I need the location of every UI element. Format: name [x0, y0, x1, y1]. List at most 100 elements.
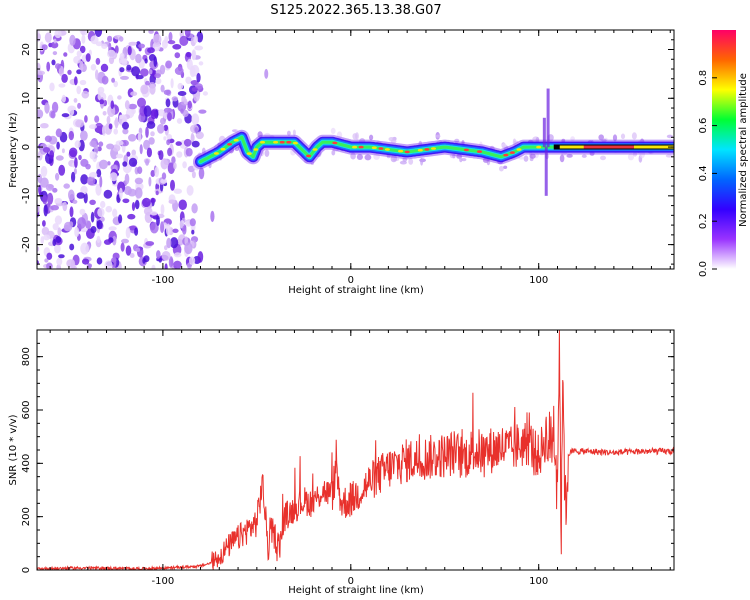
noise-blob: [69, 206, 74, 218]
noise-blob: [182, 109, 189, 118]
noise-blob: [184, 242, 193, 255]
noise-blob: [99, 159, 108, 170]
noise-blob: [37, 32, 41, 42]
noise-blob: [161, 39, 168, 49]
noise-blob: [119, 67, 125, 73]
noise-blob: [96, 257, 103, 265]
noise-blob: [62, 201, 68, 212]
noise-blob: [408, 158, 414, 165]
noise-blob: [90, 35, 99, 45]
noise-blob: [51, 59, 56, 66]
noise-blob: [124, 173, 130, 185]
noise-blob: [127, 188, 137, 197]
noise-blob: [58, 65, 65, 77]
noise-blob: [184, 30, 191, 38]
noise-blob: [107, 49, 116, 58]
snr-ticks: -100 0 100 0 200 400 600 800: [21, 329, 674, 587]
noise-blob: [145, 126, 149, 138]
y-tick-label: 0: [21, 144, 32, 150]
noise-blob: [208, 162, 212, 169]
noise-blob: [38, 184, 42, 195]
noise-blob: [145, 158, 150, 166]
noise-blob: [165, 223, 171, 236]
noise-blob: [46, 61, 51, 72]
noise-blob: [99, 176, 103, 188]
noise-blob: [167, 40, 176, 45]
noise-blob: [137, 166, 143, 174]
noise-blob: [350, 152, 356, 160]
noise-blob: [117, 181, 126, 194]
noise-blob: [113, 128, 118, 135]
noise-blob: [566, 154, 573, 158]
noise-blob: [518, 156, 525, 160]
noise-blob: [257, 131, 263, 138]
noise-blob: [167, 162, 175, 174]
noise-blob: [161, 172, 167, 180]
noise-blob: [41, 44, 48, 51]
noise-blob: [131, 202, 136, 211]
ridge-peak: [279, 140, 285, 144]
noise-blob: [512, 138, 517, 146]
noise-blob: [106, 143, 115, 150]
ridge-peak: [260, 140, 265, 144]
noise-blob: [98, 141, 104, 147]
noise-blob: [54, 243, 61, 254]
noise-blob: [143, 206, 153, 216]
noise-blob: [142, 197, 151, 208]
noise-blob: [50, 41, 59, 49]
ridge-peak: [312, 148, 318, 151]
noise-blob: [154, 73, 161, 79]
noise-blob: [43, 204, 48, 217]
noise-blob: [134, 227, 139, 236]
noise-blob: [150, 131, 155, 137]
noise-blob: [76, 50, 82, 58]
ridge-peak: [378, 147, 384, 150]
noise-blob: [69, 147, 78, 158]
noise-blob: [198, 167, 205, 180]
noise-blob: [627, 153, 635, 161]
noise-blob: [191, 140, 200, 148]
noise-blob: [97, 207, 105, 218]
noise-blob: [103, 189, 113, 199]
noise-blob: [86, 176, 96, 186]
noise-blob: [140, 84, 149, 95]
noise-blob: [89, 151, 96, 160]
noise-blob: [103, 239, 112, 245]
ridge-peak: [233, 138, 239, 142]
noise-blob: [42, 147, 51, 153]
noise-blob: [196, 31, 204, 43]
noise-blob: [187, 100, 192, 110]
noise-blob: [37, 173, 42, 184]
noise-blob: [42, 220, 46, 227]
noise-blob: [163, 136, 167, 141]
noise-blob: [201, 147, 206, 156]
noise-blob: [121, 58, 128, 66]
noise-blob: [69, 243, 75, 251]
noise-blob: [570, 136, 575, 141]
noise-blob: [177, 82, 184, 90]
noise-blob: [75, 119, 85, 128]
noise-blob: [148, 69, 153, 75]
noise-blob: [97, 86, 105, 94]
ridge-peak: [227, 143, 233, 146]
noise-blob: [117, 95, 122, 100]
noise-blob: [601, 138, 607, 142]
noise-blob: [135, 75, 144, 80]
noise-blob: [168, 199, 176, 204]
noise-blob: [95, 57, 101, 65]
noise-blob: [139, 144, 143, 155]
noise-blob: [82, 258, 90, 265]
noise-blob: [68, 221, 74, 228]
x-tick-label: 0: [348, 576, 354, 587]
noise-blob: [63, 183, 70, 189]
noise-blob: [287, 130, 291, 136]
noise-blob: [145, 241, 155, 246]
colorbar-ticks: 0.0 0.2 0.4 0.6 0.8: [698, 70, 717, 277]
noise-blob: [139, 68, 149, 77]
noise-blob: [178, 199, 187, 211]
noise-blob: [85, 163, 91, 170]
noise-blob: [124, 100, 130, 110]
noise-blob: [87, 263, 92, 269]
noise-blob: [185, 51, 192, 58]
x-tick-label: 100: [529, 576, 548, 587]
